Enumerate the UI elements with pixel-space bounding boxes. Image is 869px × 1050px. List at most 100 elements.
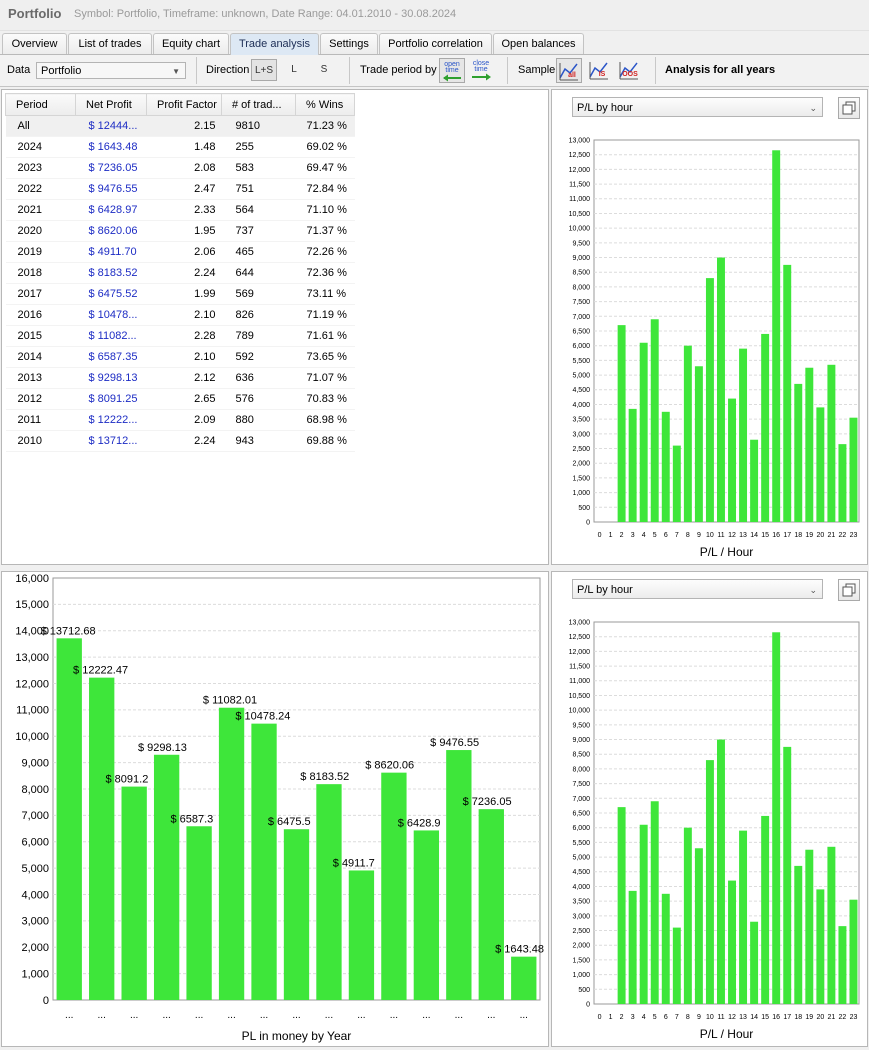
cell-net-profit: $ 6587.35 [75,346,147,368]
tab-equity-chart[interactable]: Equity chart [153,33,229,54]
data-select[interactable]: Portfolio ▼ [36,62,186,79]
chart-type-select[interactable]: P/L by hour ⌄ [572,579,823,599]
x-tick-label: ... [130,1010,138,1021]
cell-profit-factor: 2.10 [146,304,222,326]
yearly-stats-table: Period Net Profit Profit Factor # of tra… [5,93,355,452]
chart-type-select-value: P/L by hour [577,584,633,596]
cell-profit-factor: 2.15 [146,115,222,137]
y-tick-label: 12,000 [15,678,49,690]
bar [805,367,814,522]
y-tick-label: 14,000 [15,626,49,638]
table-row[interactable]: 2024 $ 1643.48 1.48 255 69.02 % [5,136,355,158]
direction-long-short-button[interactable]: L+S [251,59,277,81]
data-label: $ 8183.52 [300,771,349,783]
sample-oos-icon: OOS [619,62,638,80]
column-header-trades[interactable]: # of trad... [221,93,296,116]
table-row[interactable]: 2013 $ 9298.13 2.12 636 71.07 % [5,367,355,389]
table-row[interactable]: 2010 $ 13712... 2.24 943 69.88 % [5,430,355,452]
y-tick-label: 1,000 [572,490,590,497]
tab-list-of-trades[interactable]: List of trades [68,33,152,54]
hourly-pl-chart: 0 500 1,000 1,500 2,000 2,500 3,000 3,500 4,000 4… [569,137,860,559]
y-tick-label: 7,000 [572,796,590,803]
table-row[interactable]: 2015 $ 11082... 2.28 789 71.61 % [5,325,355,347]
open-time-button[interactable]: open time [439,58,465,83]
column-header-period[interactable]: Period [5,93,76,116]
sample-all-button[interactable]: all [556,58,582,83]
cell-net-profit: $ 8183.52 [75,262,147,284]
direction-short-button[interactable]: S [320,64,328,75]
x-tick-label: 5 [653,1014,657,1021]
table-row[interactable]: 2018 $ 8183.52 2.24 644 72.36 % [5,262,355,284]
bar [728,398,736,522]
bar [348,870,375,1000]
tab-overview[interactable]: Overview [2,33,67,54]
cell-net-profit: $ 6428.97 [75,199,147,221]
table-row[interactable]: 2020 $ 8620.06 1.95 737 71.37 % [5,220,355,242]
y-tick-label: 12,500 [569,152,591,159]
cell-wins: 72.26 % [295,241,355,263]
x-tick-label: ... [325,1010,333,1021]
hourly-pl-panel-top: P/L by hour ⌄ 0 500 1,000 1,500 2,000 2,500 3,… [551,89,868,565]
tab-trade-analysis[interactable]: Trade analysis [230,33,319,55]
column-header-profit-factor[interactable]: Profit Factor [146,93,222,116]
cell-period: All [5,115,76,137]
bar [838,926,847,1004]
table-row[interactable]: 2023 $ 7236.05 2.08 583 69.47 % [5,157,355,179]
y-tick-label: 8,500 [572,270,590,277]
x-tick-label: 21 [827,1014,835,1021]
y-tick-label: 2,500 [572,928,590,935]
cell-profit-factor: 1.48 [146,136,222,158]
bar [617,325,626,522]
direction-long-button[interactable]: L [291,64,297,75]
x-tick-label: 21 [827,532,835,539]
x-tick-label: ... [65,1010,73,1021]
tab-portfolio-correlation[interactable]: Portfolio correlation [379,33,492,54]
table-row[interactable]: 2019 $ 4911.70 2.06 465 72.26 % [5,241,355,263]
cell-trades: 9810 [221,115,296,137]
table-row[interactable]: 2016 $ 10478... 2.10 826 71.19 % [5,304,355,326]
y-tick-label: 1,000 [572,972,590,979]
x-tick-label: 23 [850,1014,858,1021]
close-time-button[interactable]: close time [469,58,495,83]
y-tick-label: 1,500 [572,475,590,482]
cell-profit-factor: 2.24 [146,262,222,284]
sample-oos-button[interactable]: OOS [617,58,643,83]
table-row[interactable]: All $ 12444... 2.15 9810 71.23 % [5,115,355,137]
table-row[interactable]: 2012 $ 8091.25 2.65 576 70.83 % [5,388,355,410]
x-tick-label: ... [227,1010,235,1021]
bar [849,899,858,1004]
cell-net-profit: $ 12222... [75,409,147,431]
cell-wins: 71.37 % [295,220,355,242]
column-header-wins[interactable]: % Wins [295,93,355,116]
x-tick-label: 13 [739,1014,747,1021]
x-tick-label: 2 [620,532,624,539]
cell-trades: 583 [221,157,296,179]
bar [750,439,759,522]
x-tick-label: 18 [794,532,802,539]
cell-net-profit: $ 1643.48 [75,136,147,158]
tab-settings[interactable]: Settings [320,33,378,54]
bar [717,257,725,522]
tab-open-balances[interactable]: Open balances [493,33,584,54]
sample-is-button[interactable]: IS [587,58,613,83]
bar [628,408,637,522]
table-row[interactable]: 2011 $ 12222... 2.09 880 68.98 % [5,409,355,431]
table-row[interactable]: 2017 $ 6475.52 1.99 569 73.11 % [5,283,355,305]
y-tick-label: 6,000 [572,343,590,350]
x-tick-label: 11 [717,1014,724,1021]
table-row[interactable]: 2022 $ 9476.55 2.47 751 72.84 % [5,178,355,200]
cell-period: 2019 [5,241,76,263]
cell-net-profit: $ 6475.52 [75,283,147,305]
bar [186,826,212,1000]
copy-chart-button[interactable] [838,579,860,601]
cell-period: 2012 [5,388,76,410]
x-tick-label: 22 [839,532,847,539]
x-tick-label: 15 [761,1014,769,1021]
bar [121,786,147,1000]
copy-chart-button[interactable] [838,97,860,119]
x-tick-label: 20 [816,1014,824,1021]
chart-type-select[interactable]: P/L by hour ⌄ [572,97,823,117]
column-header-net-profit[interactable]: Net Profit [75,93,147,116]
table-row[interactable]: 2014 $ 6587.35 2.10 592 73.65 % [5,346,355,368]
table-row[interactable]: 2021 $ 6428.97 2.33 564 71.10 % [5,199,355,221]
